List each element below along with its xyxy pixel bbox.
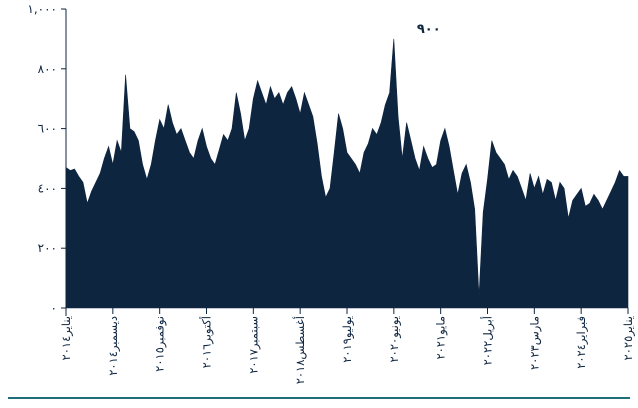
- axes-layer: [8, 8, 630, 399]
- x-tick-label: ديسمبر٢٠١٤: [106, 316, 121, 376]
- y-tick-label: ٢٠٠: [38, 241, 57, 255]
- x-tick-label: يوليو٢٠١٩: [340, 316, 355, 363]
- x-tick-label: أغسطس٢٠١٨: [292, 316, 308, 384]
- x-tick-label: مايو٢٠٢١: [434, 316, 449, 360]
- x-tick-label: نوفمبر٢٠١٥: [153, 316, 168, 372]
- area-series-0: [65, 38, 629, 309]
- x-tick-label: مارس٢٠٢٣: [527, 316, 542, 370]
- x-tick-label: يونيو٢٠٢٠: [387, 316, 402, 362]
- y-tick-label: ١,٠٠٠: [27, 2, 57, 16]
- area-series-layer: [65, 38, 629, 309]
- x-tick-label: يناير٢٠٢٥: [621, 316, 636, 360]
- data-annotation: ٤٠: [512, 267, 528, 282]
- y-tick-label: ٠: [51, 301, 57, 315]
- data-annotation: ٩٠٠: [417, 22, 441, 37]
- x-tick-label: فبراير٢٠٢٤: [574, 316, 589, 369]
- x-tick-label: سبتمبر٢٠١٧: [246, 316, 261, 374]
- y-tick-label: ٦٠٠: [38, 122, 57, 136]
- labels-layer: ٠ ٢٠٠ ٤٠٠ ٦٠٠ ٨٠٠ ١,٠٠٠ يناير٢٠١٤ ديسمبر٢٠١٤ نوف…: [27, 2, 636, 384]
- x-tick-label: أكتوبر٢٠١٦: [199, 316, 215, 368]
- y-tick-label: ٨٠٠: [38, 62, 57, 76]
- x-tick-label: يناير٢٠١٤: [59, 316, 74, 360]
- y-tick-label: ٤٠٠: [38, 181, 57, 195]
- x-tick-label: أبريل٢٠٢٢: [480, 316, 496, 365]
